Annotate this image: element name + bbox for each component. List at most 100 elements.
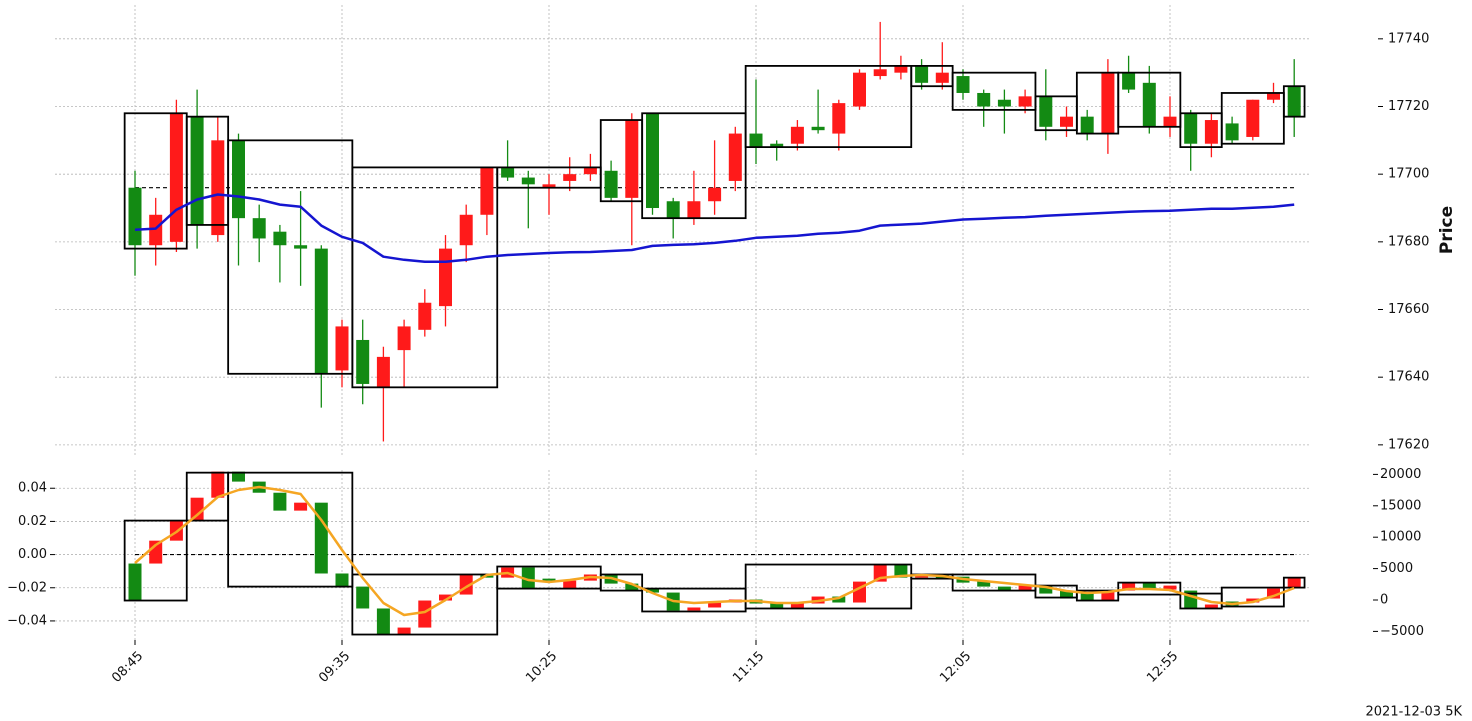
candle-body <box>294 502 308 511</box>
range-box <box>1220 92 1285 145</box>
y-tick-label: 17680 <box>1388 234 1429 249</box>
x-tick-label: 09:35 <box>316 649 353 686</box>
candle-body <box>1122 72 1136 90</box>
range-box <box>1075 589 1120 602</box>
candle-body <box>521 567 535 589</box>
y2-tick-label: −5000 <box>1380 624 1424 639</box>
range-box <box>351 573 499 636</box>
candle-body <box>1163 585 1177 590</box>
range-box <box>1117 581 1182 596</box>
candle-body <box>563 174 577 181</box>
candle-body <box>708 602 722 608</box>
candle-body <box>894 564 908 578</box>
candle-body <box>232 471 245 482</box>
candle-body <box>625 120 639 198</box>
y2-tick-label: 0 <box>1380 592 1388 607</box>
candle-body <box>418 302 432 330</box>
candle-body <box>1039 585 1053 594</box>
candle-body <box>790 126 804 144</box>
candle-body <box>1142 82 1156 127</box>
candle-body <box>521 177 535 185</box>
y-tick-label: 0.00 <box>18 547 47 562</box>
candle-body <box>832 596 846 603</box>
candle-body <box>397 627 411 635</box>
candle-body <box>1101 72 1115 134</box>
candle-body <box>1163 116 1177 127</box>
candle-body <box>190 116 204 225</box>
range-box <box>641 112 747 220</box>
candle-body <box>169 113 183 242</box>
candle-body <box>501 167 515 178</box>
candle-body <box>894 65 908 73</box>
candle-body <box>749 133 763 148</box>
candle-body <box>128 563 142 601</box>
candle-body <box>997 99 1011 107</box>
candle-body <box>1267 588 1280 599</box>
candle-body <box>646 113 659 209</box>
candle-body <box>666 201 680 219</box>
y-tick-label: 17660 <box>1388 302 1429 317</box>
y-tick-label: 17620 <box>1388 437 1429 452</box>
indicator-line <box>134 193 1295 264</box>
candle-body <box>956 76 970 93</box>
candle-body <box>770 143 784 148</box>
candle-body <box>439 594 452 601</box>
candle-body <box>335 573 349 587</box>
candle-body <box>1018 585 1032 591</box>
candle-body <box>1225 123 1239 141</box>
y-tick-label: 0.04 <box>18 481 47 496</box>
range-box <box>227 471 354 588</box>
candle-body <box>935 72 949 83</box>
candle-body <box>1122 582 1136 591</box>
y-tick-label: 17740 <box>1388 31 1429 46</box>
candle-body <box>1080 592 1094 601</box>
candle-body <box>128 187 142 246</box>
y-tick-label: 17640 <box>1388 370 1429 385</box>
y-tick-label: 17720 <box>1388 99 1429 114</box>
candle-body <box>1287 86 1301 117</box>
candle-body <box>853 72 866 107</box>
x-tick-label: 12:05 <box>937 649 974 686</box>
candle-body <box>418 600 432 628</box>
candle-body <box>273 492 287 511</box>
candle-body <box>770 603 784 609</box>
candle-body <box>1204 120 1218 144</box>
candle-body <box>728 133 742 181</box>
candle-body <box>1060 116 1073 127</box>
range-box <box>1220 586 1285 608</box>
candle-body <box>1018 96 1032 107</box>
candle-body <box>1184 113 1198 144</box>
candle-body <box>439 248 452 307</box>
y2-tick-label: 20000 <box>1380 467 1421 482</box>
candle-body <box>232 140 245 219</box>
indicator-line <box>134 485 1295 617</box>
candle-body <box>1142 582 1156 590</box>
candle-body <box>1204 604 1218 609</box>
range-box <box>123 519 188 602</box>
caption: 2021-12-03 5K <box>1366 705 1463 720</box>
candle-body <box>687 201 701 219</box>
candle-body <box>294 245 308 249</box>
candle-body <box>977 92 991 107</box>
y2-tick-label: 15000 <box>1380 498 1421 513</box>
candle-body <box>480 167 494 215</box>
x-tick-label: 12:55 <box>1144 649 1181 686</box>
candle-body <box>873 69 887 77</box>
candle-body <box>832 103 846 134</box>
candle-body <box>1287 577 1301 588</box>
candle-body <box>646 588 659 593</box>
candle-body <box>314 502 328 574</box>
candle-body <box>915 65 929 83</box>
candle-body <box>211 140 225 236</box>
range-box <box>1282 85 1306 118</box>
y-tick-label: 17700 <box>1388 167 1429 182</box>
candle-body <box>397 326 411 351</box>
candle-body <box>708 187 722 202</box>
candle-body <box>977 580 991 587</box>
candle-body <box>335 326 349 371</box>
candle-body <box>190 497 204 521</box>
range-box <box>351 166 499 389</box>
range-box <box>227 139 354 375</box>
x-tick-label: 08:45 <box>109 649 146 686</box>
